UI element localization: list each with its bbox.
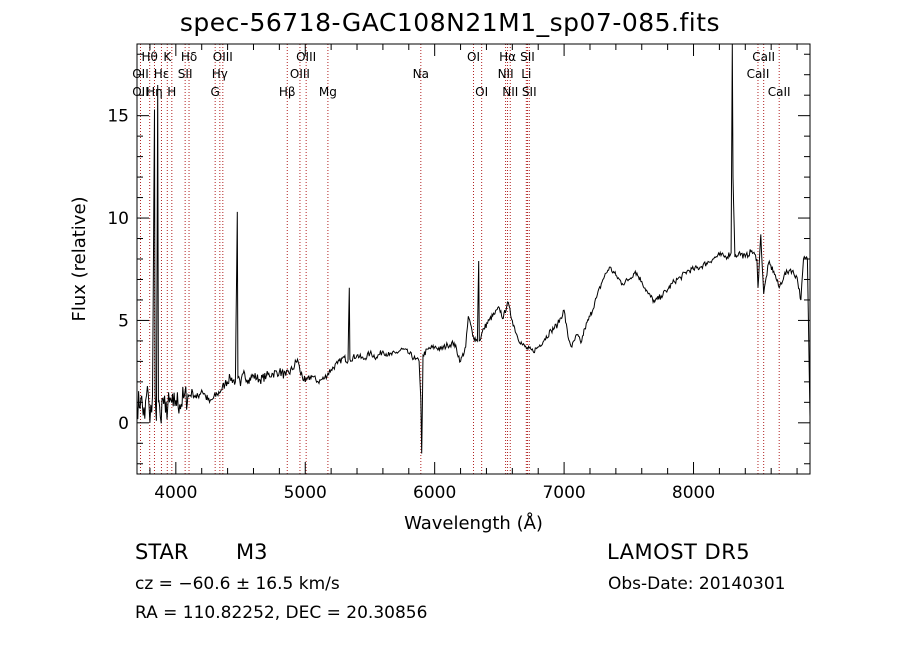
spectral-line-markers — [139, 44, 780, 474]
spectral-line-label: NII — [502, 85, 518, 99]
spectral-line-label: CaII — [747, 67, 770, 81]
x-tick-label: 7000 — [542, 483, 585, 503]
object-type: STAR — [135, 540, 189, 564]
spectral-line-label: OI — [475, 85, 488, 99]
y-tick-label: 5 — [118, 311, 129, 331]
axis-ticks — [137, 44, 810, 474]
spectral-line-label: OII — [132, 85, 149, 99]
x-tick-label: 8000 — [672, 483, 715, 503]
y-tick-label: 10 — [107, 209, 129, 229]
spectral-line-label: SII — [522, 85, 537, 99]
spectral-line-label: Hβ — [279, 85, 296, 99]
x-tick-label: 4000 — [154, 483, 197, 503]
spectral-line-label: Hε — [154, 67, 170, 81]
spectral-line-label: Hγ — [212, 67, 228, 81]
plot-frame — [136, 43, 811, 475]
x-tick-label: 6000 — [413, 483, 456, 503]
survey-name: LAMOST DR5 — [607, 540, 751, 564]
spectral-line-label: Na — [413, 67, 429, 81]
spectrum-line — [136, 43, 811, 454]
y-axis-label: Flux (relative) — [69, 196, 90, 321]
spectral-line-label: OIII — [290, 67, 310, 81]
redshift-text: cz = −60.6 ± 16.5 km/s — [135, 574, 340, 594]
spectral-line-label: CaII — [752, 50, 775, 64]
spectral-line-label: Hη — [146, 85, 163, 99]
spectral-line-label: Hθ — [141, 50, 157, 64]
spectral-line-label: OII — [132, 67, 149, 81]
obs-date-text: Obs-Date: 20140301 — [608, 574, 786, 594]
spectral-line-label: K — [163, 50, 172, 64]
spectral-line-label: Hδ — [181, 50, 197, 64]
axis-tick-labels: 4000 5000 6000 7000 8000 0 5 10 15 — [107, 107, 715, 503]
y-tick-label: 0 — [118, 414, 129, 434]
coordinates-text: RA = 110.82252, DEC = 20.30856 — [135, 603, 428, 623]
spectral-line-label: Mg — [319, 85, 337, 99]
spectral-line-label: SII — [178, 67, 193, 81]
spectral-line-label: CaII — [768, 85, 791, 99]
spectral-line-labels: OII OII Hθ Hη Hε K H Hδ SII OIII Hγ G Hβ OIII OIII Mg Na… — [132, 50, 790, 99]
spectral-line-label: SII — [520, 50, 535, 64]
x-axis-label: Wavelength (Å) — [404, 512, 543, 534]
spectral-line-label: NII — [498, 67, 514, 81]
spectral-line-label: G — [211, 85, 220, 99]
chart-title: spec-56718-GAC108N21M1_sp07-085.fits — [179, 8, 721, 37]
spectral-line-label: OIII — [296, 50, 316, 64]
y-tick-label: 15 — [107, 107, 129, 127]
spectral-line-label: OI — [467, 50, 480, 64]
spectral-line-label: H — [167, 85, 176, 99]
x-tick-label: 5000 — [284, 483, 327, 503]
spectral-line-label: Li — [521, 67, 531, 81]
object-subclass: M3 — [236, 540, 268, 564]
spectral-line-label: OIII — [213, 50, 233, 64]
spectral-line-label: Hα — [499, 50, 516, 64]
